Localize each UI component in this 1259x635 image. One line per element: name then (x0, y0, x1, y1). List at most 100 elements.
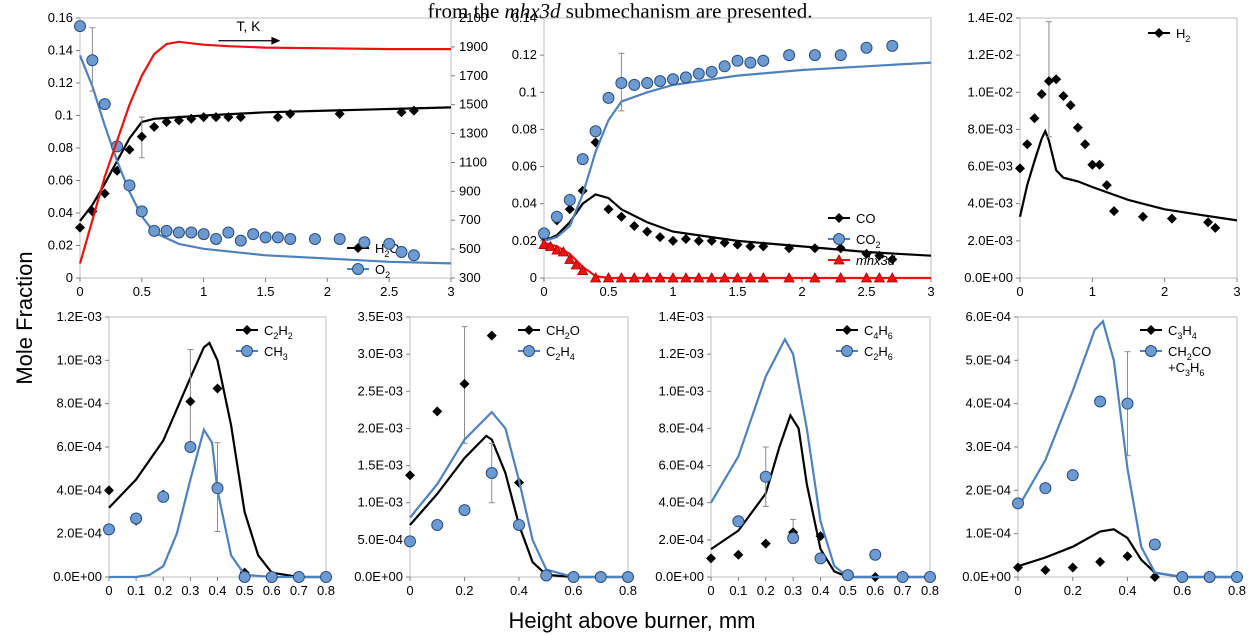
legend-label-sub: 4 (570, 352, 575, 362)
x-tick-label: 3 (927, 284, 934, 299)
data-point (589, 272, 602, 283)
legend-label: CH3 (264, 344, 288, 362)
data-point (603, 204, 614, 215)
x-tick-label: 0 (540, 284, 547, 299)
data-point (383, 237, 396, 250)
x-tick-label: 0.6 (263, 583, 281, 598)
x-tick-label: 0.4 (1118, 583, 1136, 598)
y-tick-label: 4.0E-03 (967, 196, 1013, 211)
legend-label: C3H4 (1168, 323, 1197, 341)
data-point (896, 571, 909, 583)
legend-label-part: O (375, 262, 385, 277)
legend-marker (1146, 325, 1156, 335)
y-tick-label: 3.5E-03 (357, 309, 403, 324)
y-tick-label: 2.0E-04 (965, 482, 1011, 497)
legend-entry: CO (828, 211, 876, 226)
data-point (212, 383, 223, 394)
data-point (654, 272, 666, 283)
y-tick-label: 2.0E-04 (658, 532, 704, 547)
legend-marker (242, 325, 252, 335)
legend-label: C2H2 (264, 323, 293, 341)
legend-label-part: CH (264, 344, 283, 359)
legend-entry: O2 (347, 262, 390, 280)
annotation-arrow-head (271, 36, 281, 45)
series-CH3 (103, 426, 332, 583)
x-tick-label: 0.3 (181, 583, 199, 598)
legend-label-part: CO (856, 232, 876, 247)
data-point (211, 112, 222, 123)
data-point (235, 112, 246, 123)
y-tick-label: 0.0E+00 (354, 569, 403, 584)
x-tick-label: 0 (707, 583, 714, 598)
legend-label-sub: 2 (385, 270, 390, 280)
series-O2 (74, 20, 452, 265)
data-point (622, 571, 634, 583)
data-point (1094, 159, 1105, 170)
model-curve (710, 412, 930, 579)
y-tick-label: 8.0E-03 (967, 121, 1013, 136)
y-axis-title: Mole Fraction (12, 251, 37, 384)
data-point (358, 236, 371, 249)
x-tick-label: 0 (1014, 583, 1021, 598)
x-tick-label: 0 (105, 583, 112, 598)
y-tick-label: 1.2E-02 (967, 47, 1013, 62)
legend-label-part: H (878, 344, 887, 359)
x-tick-label: 0 (1016, 284, 1023, 299)
legend-entry: CO2 (828, 232, 881, 250)
data-point (157, 490, 170, 503)
legend-label-part: O (570, 323, 580, 338)
data-point (563, 194, 576, 206)
legend-label-part: H (278, 323, 287, 338)
y-tick-label: 1.0E-03 (658, 383, 704, 398)
chart-p6: 0 0.1 0.2 0.3 0.4 0.5 0.6 0.7 0.8 0.0E+00 2.0E-04 4… (655, 309, 939, 598)
data-point (668, 235, 678, 246)
data-point (731, 272, 744, 283)
data-point (886, 39, 899, 52)
data-point (395, 246, 408, 258)
y-tick-label: 1.4E-03 (658, 309, 704, 324)
data-point (757, 54, 770, 67)
legend-label-sub: 4 (873, 331, 878, 341)
y-tick-label: 0.04 (48, 205, 73, 220)
data-point (679, 71, 692, 84)
series-H2 (1015, 21, 1238, 233)
data-point (538, 227, 550, 240)
series-C2H4 (404, 410, 634, 583)
data-point (667, 272, 679, 283)
caption-italic: mhx3d (505, 0, 561, 23)
data-point (1051, 74, 1062, 85)
legend-marker (1145, 345, 1157, 357)
data-point (570, 259, 582, 270)
legend-label: H2O (375, 241, 400, 259)
y-tick-label: 0.1 (55, 108, 73, 123)
y-tick-label: 1.0E-02 (967, 84, 1013, 99)
y-tick-label: 8.0E-04 (56, 396, 102, 411)
x-tick-label: 0.8 (921, 583, 939, 598)
x-tick-label: 0.6 (1173, 583, 1191, 598)
data-point (173, 115, 184, 126)
data-point (550, 210, 563, 223)
legend-label: CH2CO (1168, 344, 1211, 362)
series-CO2 (538, 39, 932, 242)
data-point (136, 131, 147, 142)
data-point (234, 234, 247, 247)
data-point (1094, 395, 1107, 408)
legend-label-sub: 2 (873, 352, 878, 362)
data-point (693, 272, 705, 283)
plot-frame (1019, 17, 1238, 279)
x-tick-label: 0.4 (208, 583, 226, 598)
y2-tick-label: 500 (459, 241, 481, 256)
legend-marker (352, 263, 364, 275)
data-point (1022, 139, 1033, 150)
data-point (719, 237, 730, 248)
legend-label-part: C (864, 323, 873, 338)
y-tick-label: 6.0E-03 (967, 159, 1013, 174)
data-point (1203, 217, 1214, 228)
y-tick-label: 6.0E-04 (965, 309, 1011, 324)
data-point (458, 504, 471, 517)
y-tick-label: 6.0E-04 (56, 439, 102, 454)
data-point (1040, 565, 1051, 576)
legend-label-part: O (389, 241, 399, 256)
legend-label-part: C (264, 323, 273, 338)
series-H2O (75, 105, 452, 233)
